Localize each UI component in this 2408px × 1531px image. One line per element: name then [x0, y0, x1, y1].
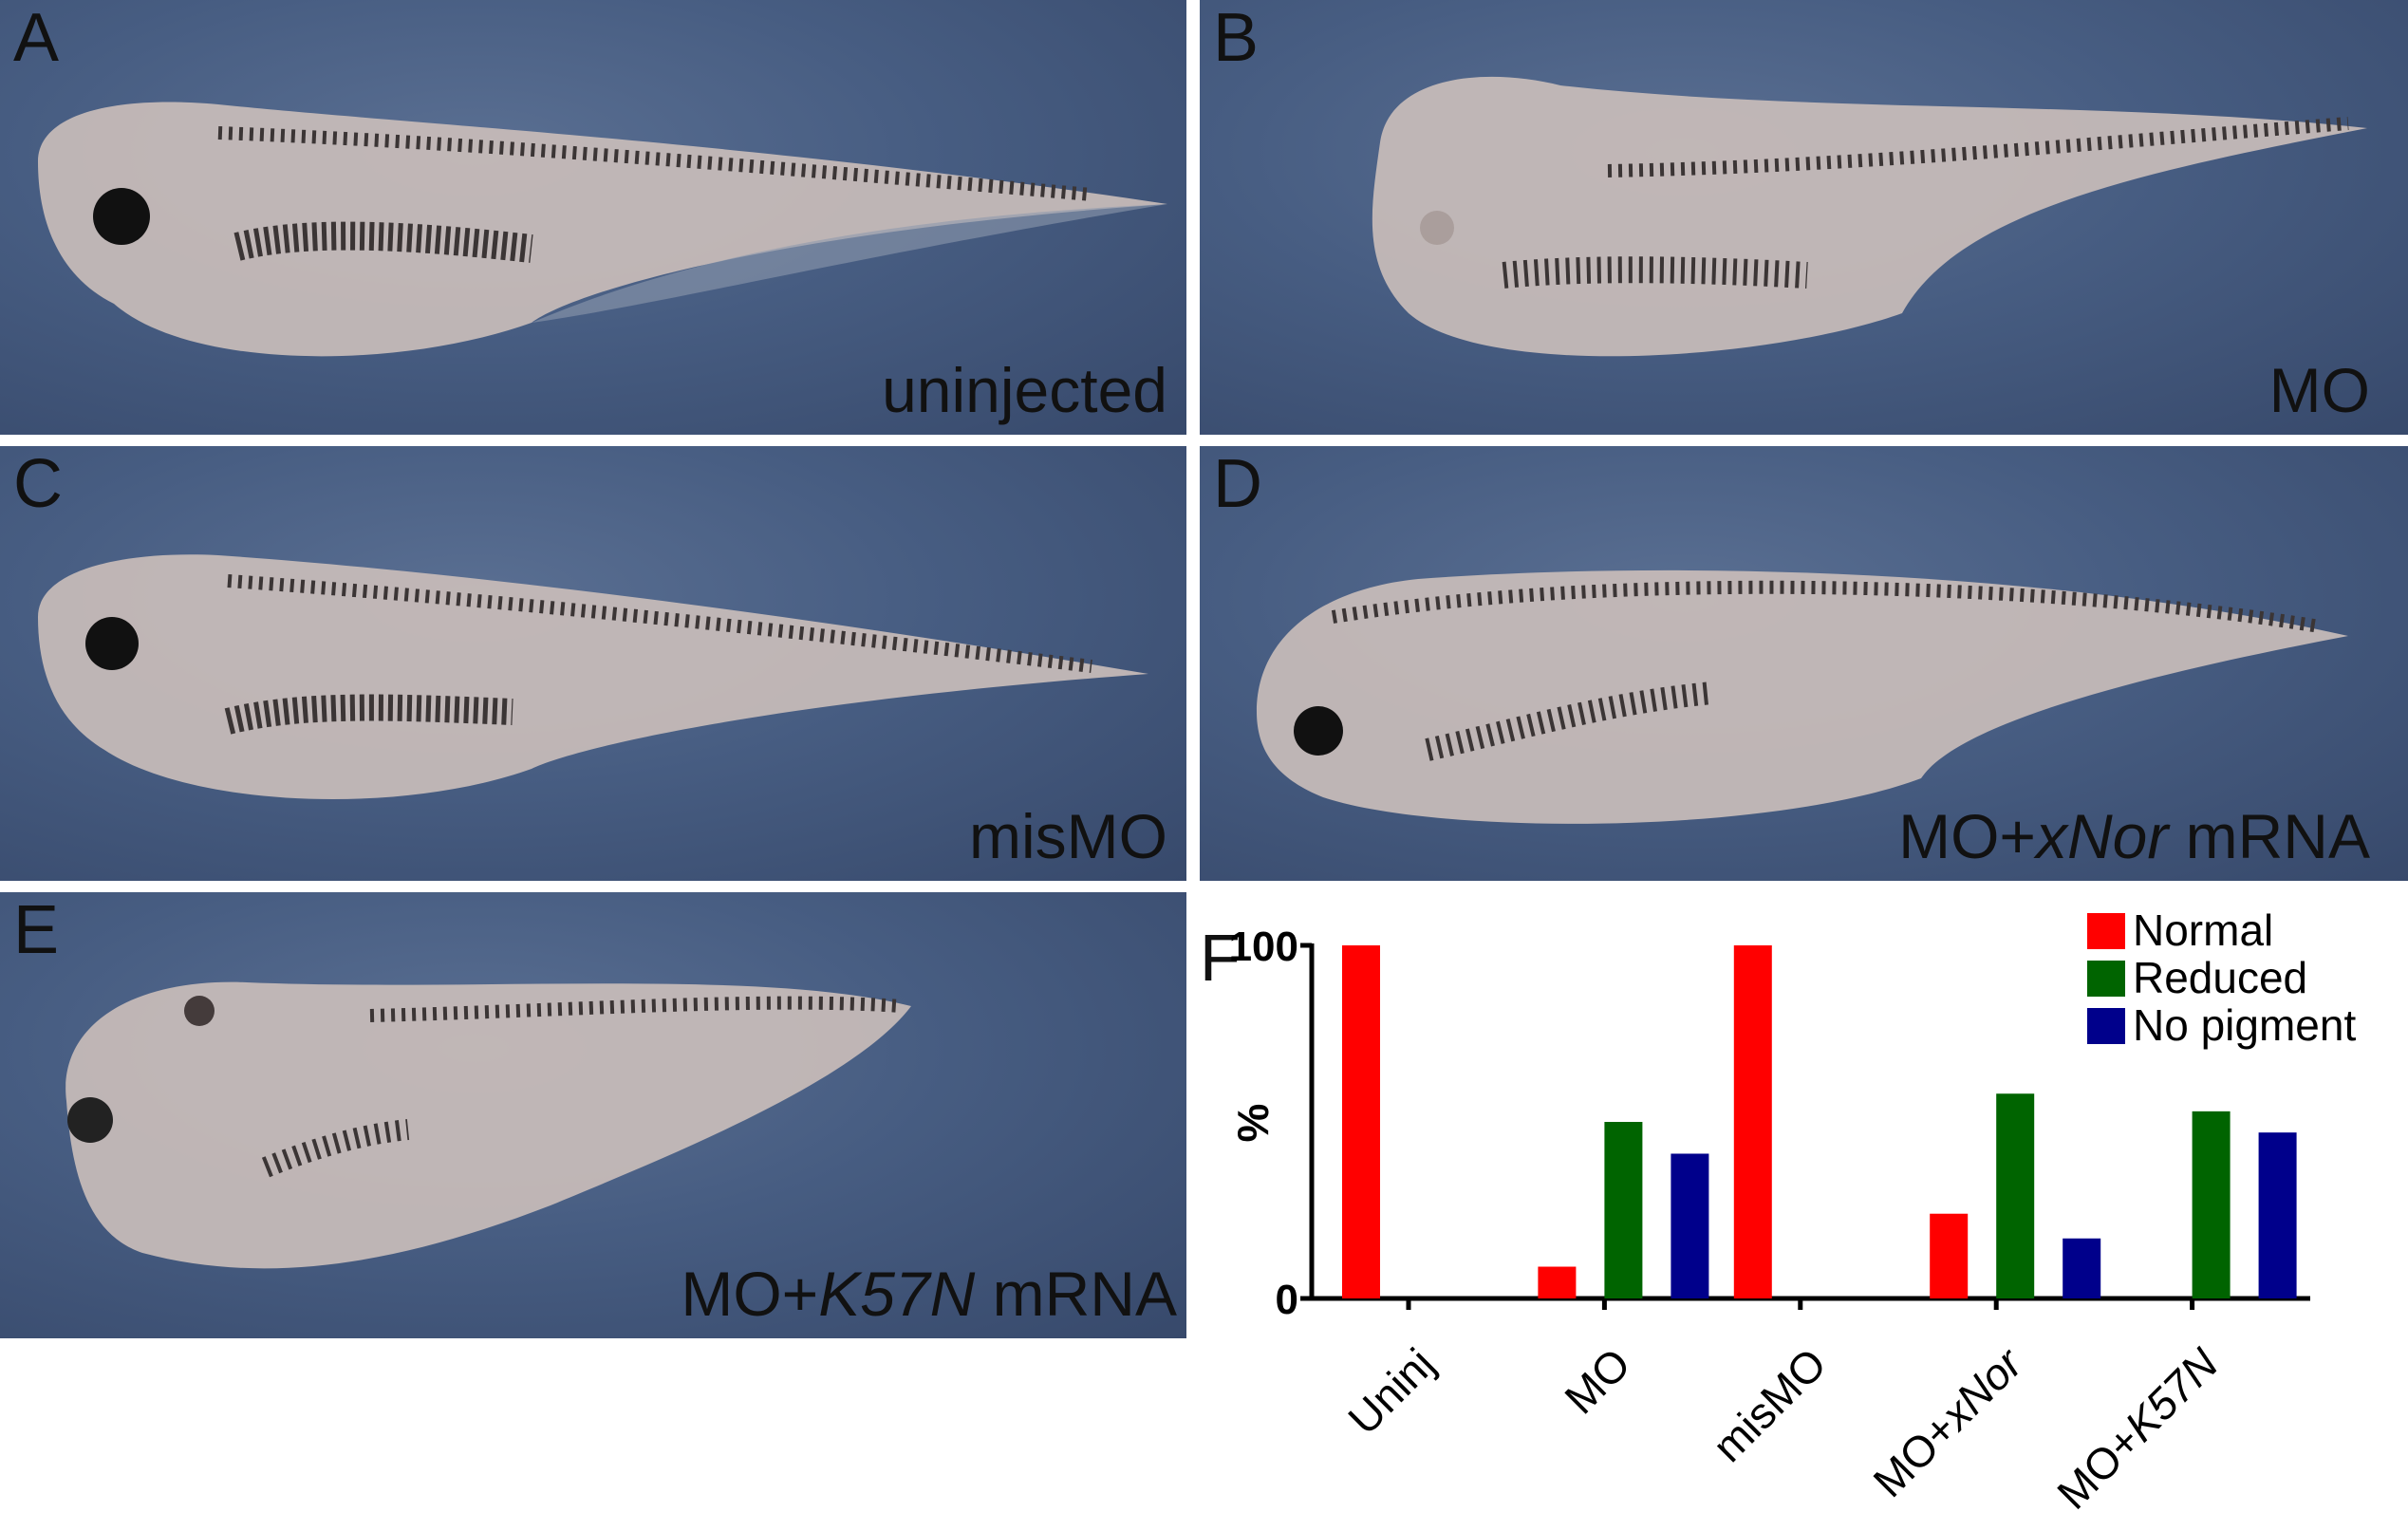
bar-normal: [1342, 945, 1380, 1298]
x-category-label: MO+K57N: [2047, 1338, 2228, 1519]
legend-label-reduced: Reduced: [2133, 953, 2307, 1002]
panel-label-d: D: [1213, 446, 1262, 522]
panel-d-image: D MO+xNor mRNA: [1200, 446, 2408, 881]
legend-label-normal: Normal: [2133, 906, 2273, 955]
tadpole-mo-xnor-image: [1257, 569, 2348, 824]
panel-label-a: A: [13, 0, 60, 76]
panel-label-b: B: [1213, 0, 1260, 76]
condition-label-d: MO+xNor mRNA: [1898, 801, 2370, 871]
legend-label-no-pigment: No pigment: [2133, 1000, 2356, 1050]
bar-reduced: [1996, 1093, 2035, 1298]
legend-swatch-reduced: [2087, 961, 2125, 997]
y-axis-label: %: [1228, 1104, 1278, 1143]
y-tick-label: 100: [1229, 924, 1298, 970]
panel-a-image: A uninjected: [0, 0, 1186, 435]
bar-no-pigment: [2063, 1238, 2101, 1298]
tadpole-mismo-image: [38, 554, 1148, 800]
condition-label-e: MO+K57N mRNA: [681, 1259, 1177, 1329]
legend-swatch-no-pigment: [2087, 1008, 2125, 1044]
bar-reduced: [2192, 1111, 2231, 1298]
bar-no-pigment: [2258, 1132, 2297, 1298]
tadpole-mo-k57n-image: [65, 981, 911, 1269]
bar-reduced: [1604, 1122, 1643, 1298]
bar-normal: [1733, 945, 1772, 1298]
tadpole-mo-image: [1372, 76, 2367, 357]
panel-label-c: C: [13, 446, 63, 522]
x-category-label: Uninj: [1338, 1338, 1444, 1444]
x-category-label: MO+xNor: [1863, 1337, 2032, 1506]
x-category-label: MO: [1555, 1338, 1639, 1423]
bar-no-pigment: [1671, 1153, 1709, 1298]
panel-label-f: F: [1200, 921, 1241, 995]
condition-label-b: MO: [2268, 355, 2370, 425]
panel-label-e: E: [13, 892, 60, 968]
tadpole-uninjected-image: [38, 102, 1167, 357]
condition-label-a: uninjected: [882, 355, 1167, 425]
x-category-label: misMO: [1703, 1338, 1836, 1471]
bar-normal: [1538, 1266, 1577, 1298]
panel-c-image: C misMO: [0, 446, 1186, 881]
bar-normal: [1930, 1213, 1969, 1298]
panel-b-image: B MO: [1200, 0, 2408, 435]
y-tick-label: 0: [1276, 1277, 1298, 1323]
panel-f-chart: F 0 100% Uninj MO misMO MO+xNor MO+K57N Normal R…: [1200, 892, 2408, 1531]
panel-e-image: E MO+K57N mRNA: [0, 892, 1186, 1338]
condition-label-c: misMO: [969, 801, 1167, 871]
legend-swatch-normal: [2087, 913, 2125, 949]
